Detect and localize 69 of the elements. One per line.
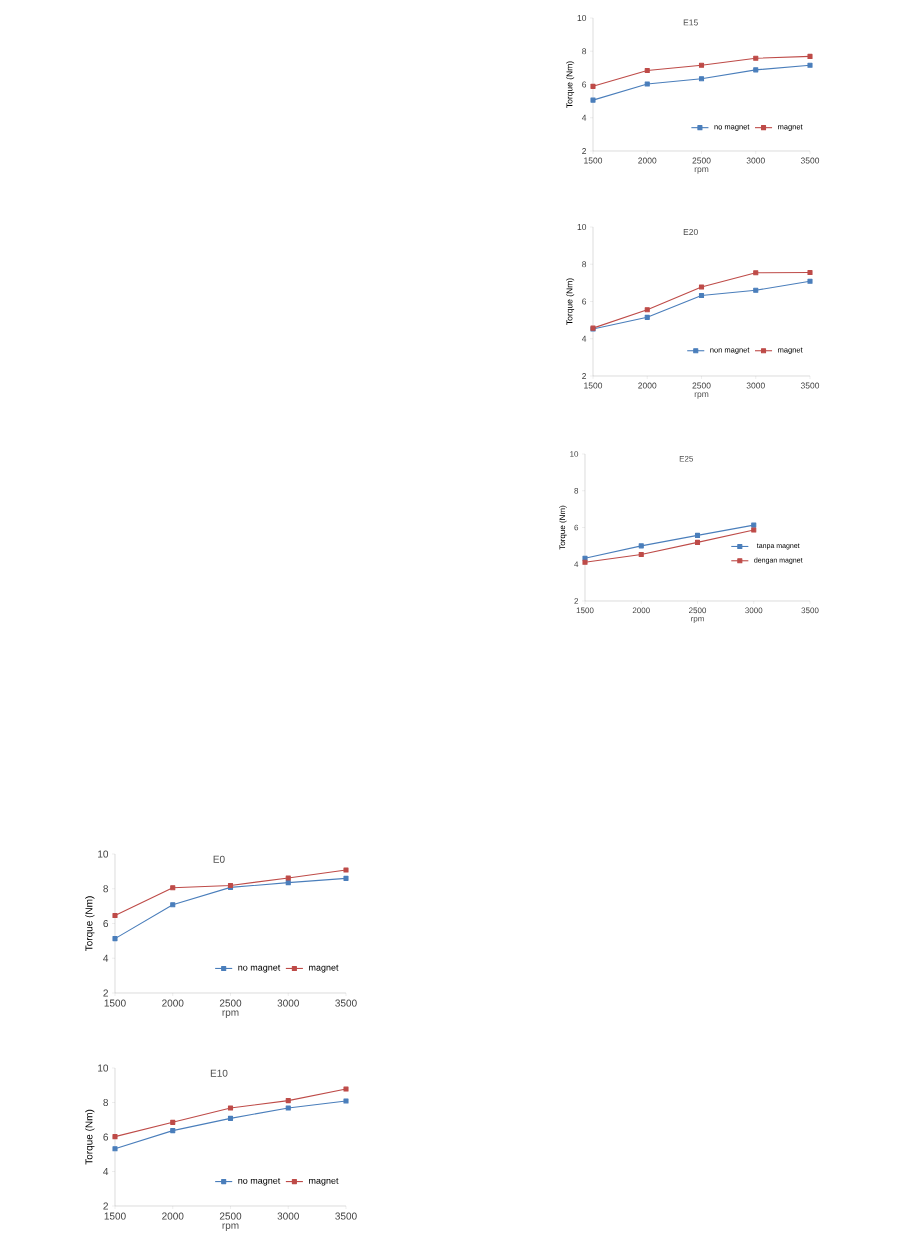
legend-label: magnet <box>309 1177 339 1186</box>
x-tick-label: 2000 <box>162 1212 184 1220</box>
x-tick-label: 1500 <box>104 1212 126 1220</box>
y-tick-label: 10 <box>98 850 109 858</box>
x-tick-label: 3000 <box>746 382 765 389</box>
y-tick-label: 2 <box>103 989 108 997</box>
y-axis-title: Torque (Nm) <box>566 61 575 108</box>
y-tick-label: 8 <box>582 48 587 55</box>
y-tick-label: 8 <box>103 885 109 893</box>
y-tick-label: 8 <box>103 1098 109 1107</box>
y-tick-label: 2 <box>582 148 587 154</box>
y-tick-label: 4 <box>581 114 587 121</box>
y-tick-label: 6 <box>582 81 587 88</box>
y-tick-label: 10 <box>577 15 587 21</box>
y-tick-label: 10 <box>577 223 587 230</box>
y-axis-title: Torque (Nm) <box>559 505 567 550</box>
y-tick-label: 4 <box>103 954 109 962</box>
x-tick-label: 2000 <box>162 999 184 1007</box>
x-tick-label: 2500 <box>219 999 242 1007</box>
x-tick-label: 3000 <box>746 157 765 164</box>
y-tick-label: 6 <box>103 1133 109 1141</box>
y-axis-title: Torque (Nm) <box>85 896 95 952</box>
x-tick-label: 1500 <box>584 382 603 389</box>
x-axis-title: rpm <box>691 617 704 624</box>
chart-title: E25 <box>679 455 694 462</box>
y-tick-label: 6 <box>103 919 109 928</box>
y-tick-label: 10 <box>98 1064 109 1072</box>
y-tick-label: 2 <box>103 1202 108 1210</box>
x-tick-label: 2500 <box>219 1212 242 1220</box>
chart-title: E20 <box>683 229 698 236</box>
x-tick-label: 1500 <box>104 999 126 1007</box>
y-tick-label: 8 <box>582 261 587 268</box>
x-tick-label: 2500 <box>692 157 711 164</box>
y-tick-label: 4 <box>103 1168 109 1175</box>
x-tick-label: 3000 <box>277 999 299 1007</box>
x-tick-label: 3000 <box>277 1212 299 1220</box>
x-axis-title: rpm <box>694 167 709 174</box>
y-tick-label: 4 <box>574 561 579 567</box>
legend-label: magnet <box>309 964 339 973</box>
x-tick-label: 2000 <box>638 382 657 389</box>
x-tick-label: 1500 <box>584 157 603 164</box>
y-tick-label: 6 <box>582 298 587 305</box>
x-tick-label: 2000 <box>632 607 650 614</box>
x-tick-label: 2500 <box>692 382 711 389</box>
y-tick-label: 10 <box>570 451 579 457</box>
y-axis-title: Torque (Nm) <box>85 1109 95 1165</box>
y-axis-title: Torque (Nm) <box>566 278 575 325</box>
x-tick-label: 3500 <box>801 607 819 614</box>
legend-label: no magnet <box>238 964 281 973</box>
legend-label: no magnet <box>238 1177 281 1186</box>
y-tick-label: 6 <box>574 524 579 531</box>
x-axis-title: rpm <box>222 1010 239 1018</box>
x-tick-label: 3000 <box>745 607 763 614</box>
y-tick-label: 4 <box>581 335 587 342</box>
x-tick-label: 2000 <box>638 157 657 164</box>
x-tick-label: 2500 <box>689 607 707 614</box>
x-axis-title: rpm <box>694 392 709 399</box>
x-tick-label: 1500 <box>576 607 594 614</box>
x-tick-label: 3500 <box>335 1212 357 1220</box>
y-tick-label: 2 <box>582 373 587 379</box>
x-tick-label: 3500 <box>800 382 820 389</box>
x-tick-label: 3500 <box>335 999 357 1007</box>
chart-title: E10 <box>210 1069 228 1077</box>
y-tick-label: 8 <box>574 487 579 494</box>
y-tick-label: 2 <box>574 598 579 604</box>
chart-title: E0 <box>213 855 225 863</box>
chart-title: E15 <box>683 19 698 26</box>
x-axis-title: rpm <box>222 1223 239 1231</box>
x-tick-label: 3500 <box>800 157 820 164</box>
